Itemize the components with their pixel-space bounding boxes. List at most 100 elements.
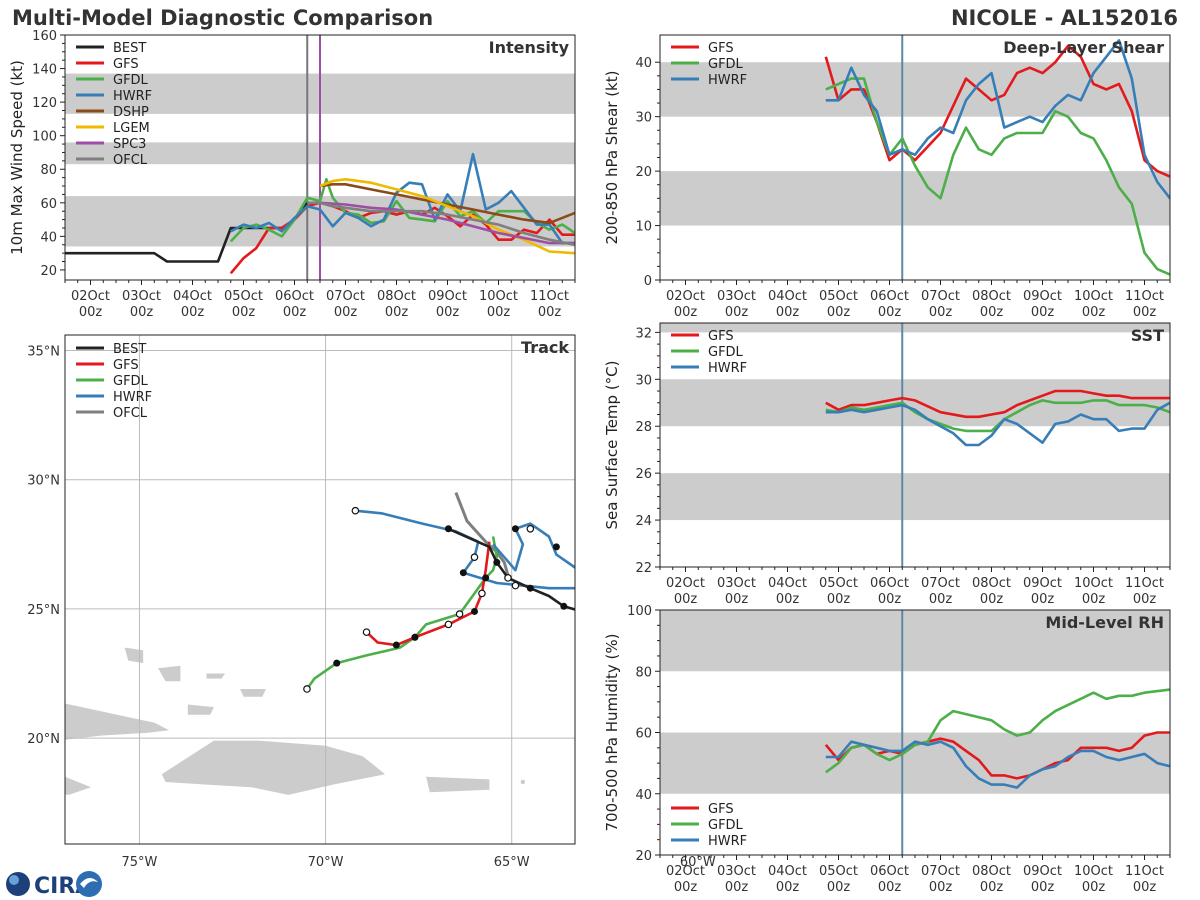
track-point-closed-gfs — [470, 607, 478, 615]
rh-line-gfs — [824, 731, 1170, 780]
rh-series — [824, 688, 1170, 789]
sst-xtick-date: 05Oct — [819, 576, 858, 591]
shear-xtick-hour: 00z — [980, 305, 1004, 320]
rh-xtick-date: 09Oct — [1023, 864, 1062, 879]
inagua-land — [187, 704, 214, 715]
logo-globe-icon — [6, 872, 30, 896]
sst-xtick-date: 10Oct — [1074, 576, 1113, 591]
shear-xtick-date: 05Oct — [819, 289, 858, 304]
rh-xtick-date: 10Oct — [1074, 864, 1113, 879]
rh-ytick-label-100: 100 — [627, 604, 652, 619]
shear-xtick-date: 06Oct — [870, 289, 909, 304]
rh-xtick-date: 04Oct — [768, 864, 807, 879]
track-point-closed-gfdl — [333, 659, 341, 667]
track-point-open-hwrf — [470, 553, 479, 562]
rh-legend-gfs: GFS — [708, 802, 734, 817]
intensity-xtick-date: 06Oct — [275, 289, 314, 304]
hispaniola-land — [161, 740, 386, 795]
track-point-open-gfs — [478, 589, 486, 598]
intensity-legend-gfs: GFS — [113, 57, 139, 72]
rh-xtick-date: 03Oct — [717, 864, 756, 879]
sst-xtick-hour: 00z — [1082, 592, 1106, 607]
shear-legend-gfdl: GFDL — [708, 57, 744, 72]
rh-xtick-hour: 00z — [878, 880, 902, 895]
shear-line-gfdl — [825, 77, 1170, 276]
shear-xtick-date: 10Oct — [1074, 289, 1113, 304]
shear-xtick-date: 02Oct — [666, 289, 705, 304]
sst-ytick-label-26: 26 — [635, 467, 652, 482]
track-point-open-hwrf — [590, 577, 596, 583]
small-island-7 — [658, 875, 662, 879]
small-island-4 — [629, 811, 633, 815]
small-island-0 — [520, 779, 526, 785]
rh-ytick-label-60: 60 — [635, 727, 652, 742]
long-island-land — [124, 647, 144, 664]
rh-ytick-label-80: 80 — [635, 665, 652, 680]
track-point-open-gfdl — [455, 610, 464, 618]
intensity-line-lgem — [319, 178, 575, 255]
intensity-ytick-label-60: 60 — [40, 197, 57, 212]
acklins-land — [158, 665, 181, 682]
rh-xtick-hour: 00z — [1133, 880, 1157, 895]
intensity-xtick-date: 09Oct — [428, 289, 467, 304]
intensity-xtick-hour: 00z — [334, 305, 358, 320]
sst-legend-hwrf: HWRF — [708, 361, 747, 376]
sst-xtick-date: 04Oct — [768, 576, 807, 591]
shear-series — [824, 39, 1170, 276]
cira-logo: CIRA — [6, 871, 102, 899]
sst-ylabel: Sea Surface Temp (°C) — [603, 360, 621, 529]
small-island-5 — [640, 831, 644, 835]
intensity-xtick-hour: 00z — [487, 305, 511, 320]
sst-xtick-date: 09Oct — [1023, 576, 1062, 591]
intensity-xtick-hour: 00z — [181, 305, 205, 320]
sst-ytick-label-32: 32 — [635, 326, 652, 341]
track-point-open-gfs — [362, 628, 371, 636]
intensity-legend-best: BEST — [113, 41, 146, 56]
sst-xtick-hour: 00z — [929, 592, 953, 607]
intensity-xtick-hour: 00z — [283, 305, 307, 320]
sst-xtick-date: 02Oct — [666, 576, 705, 591]
track-legend-hwrf: HWRF — [113, 390, 152, 405]
shear-xtick-hour: 00z — [929, 305, 953, 320]
sst-bands — [660, 323, 1170, 521]
track-title: Track — [521, 338, 569, 357]
rh-bands — [660, 610, 1170, 794]
caicos-land — [240, 689, 266, 697]
intensity-xtick-date: 08Oct — [377, 289, 416, 304]
rh-xtick-hour: 00z — [827, 880, 851, 895]
sst-xtick-date: 11Oct — [1125, 576, 1164, 591]
track-legend-best: BEST — [113, 342, 146, 357]
shear-ytick-label-0: 0 — [644, 274, 652, 289]
track-map-area — [65, 335, 662, 879]
intensity-ytick-label-40: 40 — [40, 230, 57, 245]
rh-xtick-date: 11Oct — [1125, 864, 1164, 879]
rh-xtick-date: 05Oct — [819, 864, 858, 879]
rh-xtick-date: 06Oct — [870, 864, 909, 879]
track-point-open-gfdl — [303, 685, 311, 693]
intensity-title: Intensity — [489, 38, 570, 57]
intensity-xtick-hour: 00z — [79, 305, 103, 320]
track-line-ofcl — [454, 492, 510, 576]
shear-ytick-label-30: 30 — [635, 111, 652, 126]
rh-line-hwrf — [825, 740, 1170, 789]
rh-ytick-label-20: 20 — [635, 849, 652, 864]
shear-xtick-hour: 00z — [827, 305, 851, 320]
sst-xtick-hour: 00z — [674, 592, 698, 607]
track-lon-label: 65°W — [494, 855, 530, 870]
track-legend-ofcl: OFCL — [113, 406, 148, 421]
sst-panel: 22242628303202Oct00z03Oct00z04Oct00z05Oc… — [603, 322, 1171, 607]
shear-ytick-label-40: 40 — [635, 56, 652, 71]
shear-panel: 01020304002Oct00z03Oct00z04Oct00z05Oct00… — [603, 34, 1171, 320]
track-point-open-hwrf — [351, 506, 360, 515]
intensity-xtick-hour: 00z — [130, 305, 154, 320]
intensity-line-gfdl — [229, 178, 575, 243]
track-panel: 75°W 70°W 65°W 60°W 20°N 25°N 30°N 35°N Track BES… — [27, 334, 716, 879]
intensity-ytick-label-100: 100 — [32, 130, 57, 145]
logo-swirl-icon — [76, 871, 102, 897]
sst-xtick-hour: 00z — [776, 592, 800, 607]
sst-xtick-date: 03Oct — [717, 576, 756, 591]
sst-legend-gfdl: GFDL — [708, 345, 744, 360]
sst-ytick-label-28: 28 — [635, 420, 652, 435]
sst-xtick-hour: 00z — [725, 592, 749, 607]
